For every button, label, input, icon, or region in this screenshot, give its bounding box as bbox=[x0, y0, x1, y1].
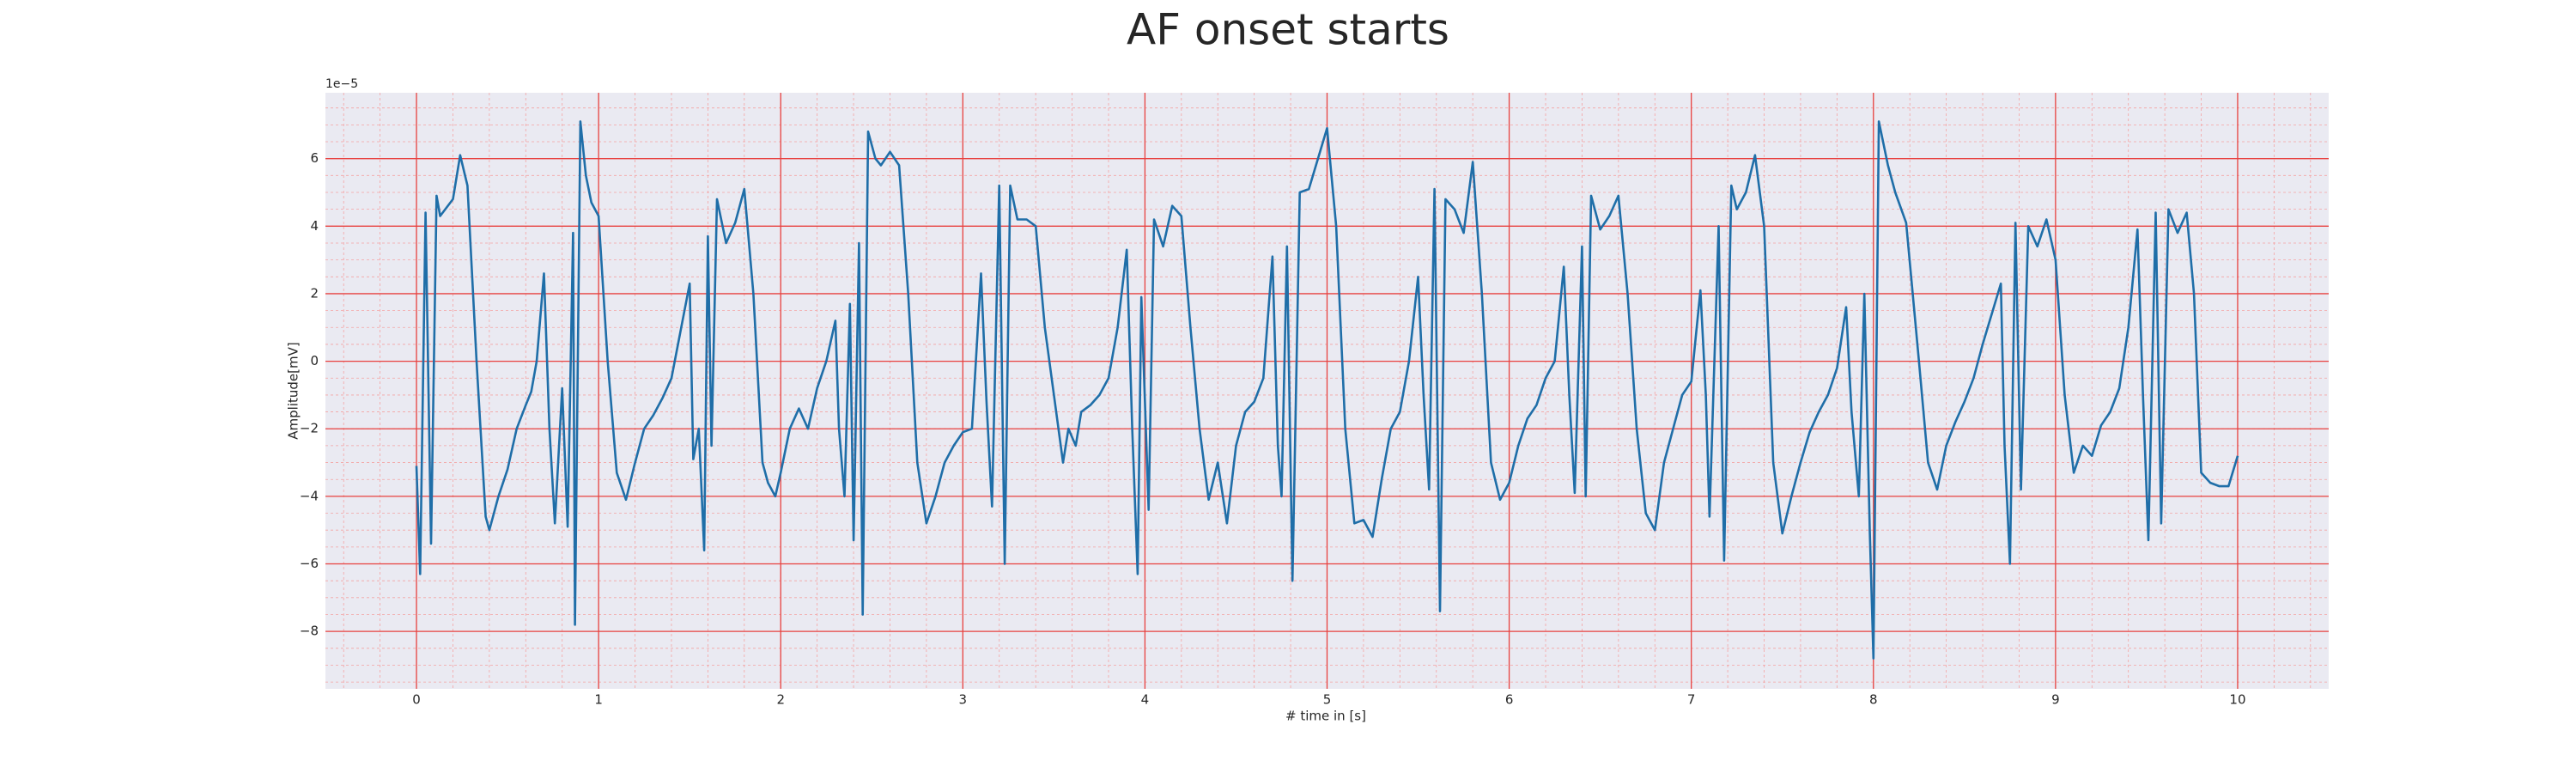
x-tick-label: 3 bbox=[959, 692, 968, 708]
x-tick-label: 4 bbox=[1141, 692, 1150, 708]
y-tick-label: −4 bbox=[300, 488, 319, 503]
y-tick-label: 0 bbox=[310, 353, 319, 368]
x-tick-label: 7 bbox=[1687, 692, 1696, 708]
x-tick-label: 5 bbox=[1323, 692, 1332, 708]
chart-title: AF onset starts bbox=[1127, 5, 1449, 55]
x-tick-label: 10 bbox=[2229, 692, 2245, 708]
x-tick-label: 8 bbox=[1869, 692, 1878, 708]
y-tick-label: 4 bbox=[310, 218, 319, 234]
y-tick-label: −6 bbox=[300, 556, 319, 571]
x-tick-label: 9 bbox=[2051, 692, 2060, 708]
x-tick-label: 2 bbox=[776, 692, 785, 708]
y-tick-label: 6 bbox=[310, 150, 319, 166]
y-axis-label: Amplitude[mV] bbox=[286, 342, 301, 439]
x-tick-label: 6 bbox=[1505, 692, 1514, 708]
signal-line bbox=[415, 120, 2239, 660]
offset-text: 1e−5 bbox=[325, 77, 358, 91]
x-tick-label: 0 bbox=[412, 692, 421, 708]
x-axis-label: # time in [s] bbox=[1285, 709, 1366, 724]
y-tick-label: −8 bbox=[300, 624, 319, 639]
x-tick-label: 1 bbox=[594, 692, 603, 708]
y-tick-label: 2 bbox=[310, 285, 319, 301]
y-tick-label: −2 bbox=[300, 421, 319, 436]
